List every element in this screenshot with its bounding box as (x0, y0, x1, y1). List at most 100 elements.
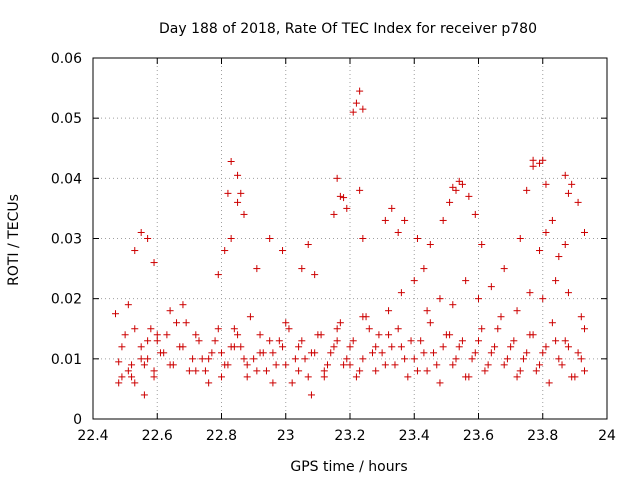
data-point (564, 343, 572, 351)
y-tick-label: 0.03 (51, 232, 82, 248)
data-point (144, 337, 152, 345)
data-point (564, 189, 572, 197)
data-point (388, 343, 396, 351)
data-point (307, 391, 315, 399)
data-point (256, 331, 264, 339)
data-point (340, 194, 348, 202)
data-point (266, 235, 274, 242)
data-point (436, 379, 444, 387)
data-point (407, 337, 415, 345)
data-point (304, 241, 312, 249)
data-point (218, 373, 225, 381)
data-point (529, 162, 537, 170)
data-point (484, 361, 492, 369)
x-tick-label: 22.4 (77, 428, 108, 444)
y-tick-label: 0.06 (51, 51, 82, 67)
data-point (487, 283, 495, 291)
data-point (295, 367, 303, 375)
data-point (121, 331, 129, 339)
data-point (349, 337, 357, 345)
data-point (413, 235, 421, 242)
data-point (513, 307, 521, 315)
data-point (388, 204, 396, 212)
data-point (137, 355, 145, 363)
data-point (185, 367, 193, 375)
data-point (250, 355, 258, 363)
data-point (243, 373, 251, 381)
data-point (391, 361, 399, 369)
data-point (381, 361, 389, 369)
data-point (189, 355, 197, 363)
x-tick-label: 22.8 (206, 428, 237, 444)
y-tick-label: 0 (73, 412, 82, 428)
data-point (333, 337, 341, 345)
data-point (230, 325, 238, 333)
data-point (111, 310, 119, 318)
data-point (269, 379, 277, 387)
data-point (285, 325, 293, 333)
data-point (532, 367, 540, 375)
data-point (359, 313, 367, 321)
data-point (536, 361, 544, 369)
data-point (491, 343, 499, 351)
data-point (359, 355, 367, 363)
data-point (439, 343, 447, 351)
data-point (478, 325, 486, 333)
data-point (150, 373, 158, 381)
data-point (304, 373, 312, 381)
data-point (548, 216, 556, 224)
data-point (577, 313, 585, 321)
data-point (124, 367, 132, 375)
data-point (539, 349, 547, 357)
data-point (176, 343, 184, 351)
data-point (307, 349, 315, 357)
data-point (195, 337, 203, 345)
x-tick-label: 22.6 (142, 428, 173, 444)
data-point (333, 174, 341, 182)
data-point (131, 247, 139, 255)
data-point (237, 189, 245, 197)
data-point (147, 325, 155, 333)
data-point (208, 349, 216, 357)
data-point (137, 343, 145, 351)
data-point (333, 325, 341, 333)
data-point (298, 265, 306, 273)
data-point (539, 156, 547, 164)
x-tick-label: 23.2 (334, 428, 365, 444)
data-point (455, 343, 463, 351)
data-point (298, 337, 306, 345)
data-point (288, 379, 296, 387)
data-point (253, 265, 261, 273)
data-point (156, 349, 164, 357)
data-point (455, 177, 463, 185)
data-point (397, 289, 405, 297)
data-point (433, 361, 441, 369)
data-point (330, 210, 338, 218)
data-point (542, 228, 550, 236)
data-point (336, 192, 344, 200)
data-point (519, 355, 527, 363)
data-point (115, 379, 123, 387)
data-point (475, 337, 482, 345)
data-point (256, 349, 264, 357)
data-point (192, 367, 200, 375)
data-point (140, 361, 148, 369)
data-point (343, 204, 351, 212)
data-point (574, 349, 582, 357)
data-point (137, 228, 145, 236)
data-point (446, 198, 454, 206)
data-point (420, 265, 428, 273)
data-point (542, 180, 550, 188)
data-point (462, 277, 470, 285)
data-point (211, 337, 219, 345)
data-point (510, 337, 518, 345)
data-point (240, 355, 248, 363)
data-point (349, 108, 357, 116)
data-point (449, 361, 457, 369)
data-point (558, 361, 566, 369)
data-point (169, 361, 177, 369)
data-point (487, 349, 495, 357)
data-point (401, 355, 409, 363)
data-point (458, 337, 466, 345)
data-point (420, 349, 428, 357)
